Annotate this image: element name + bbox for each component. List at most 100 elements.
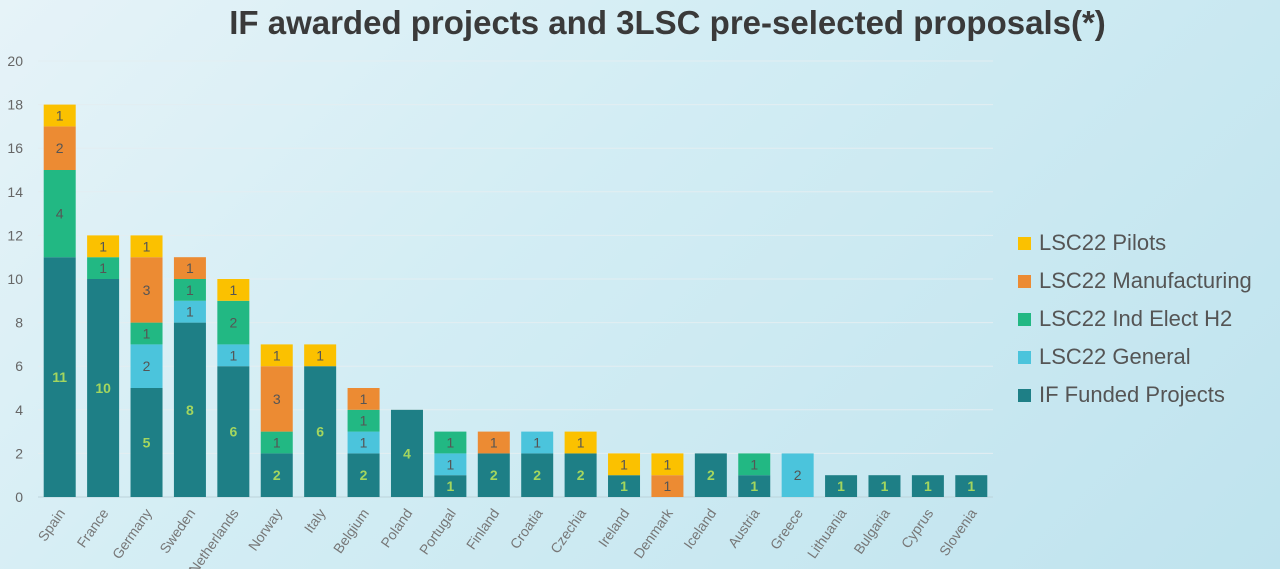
data-label: 1	[446, 478, 454, 494]
data-label: 1	[56, 108, 64, 124]
legend-label: LSC22 Manufacturing	[1039, 268, 1252, 293]
bar-segment	[347, 388, 380, 410]
bar-segment	[130, 322, 163, 345]
data-label: 2	[229, 315, 237, 331]
data-label: 1	[533, 435, 541, 451]
bar-segment	[260, 431, 293, 454]
x-tick-label: Slovenia	[936, 505, 980, 558]
data-label: 10	[95, 380, 111, 396]
bar-segment	[173, 322, 206, 497]
data-label: 1	[967, 478, 975, 494]
x-tick-label: Croatia	[507, 505, 546, 551]
bar-segment	[564, 453, 597, 497]
x-tick-label: Denmark	[630, 505, 676, 562]
data-label: 1	[837, 478, 845, 494]
bar-segment	[955, 475, 988, 497]
data-label: 1	[620, 456, 628, 472]
bar-segment	[130, 388, 163, 497]
bar-segment	[651, 453, 684, 476]
data-label: 2	[56, 140, 64, 156]
data-label: 1	[446, 435, 454, 451]
bar-segment	[608, 475, 641, 497]
data-label: 1	[924, 478, 932, 494]
data-label: 4	[403, 445, 411, 461]
x-tick-label: Bulgaria	[850, 505, 893, 556]
y-tick-label: 0	[15, 489, 23, 505]
data-label: 1	[99, 260, 107, 276]
data-label: 2	[490, 467, 498, 483]
bar-segment	[130, 257, 163, 323]
data-label: 2	[794, 467, 802, 483]
bars: 1142110115213181116121213161211141112121…	[43, 104, 988, 497]
data-label: 3	[143, 282, 151, 298]
data-label: 6	[229, 424, 237, 440]
bar-segment	[87, 235, 120, 258]
bar-segment	[911, 475, 944, 497]
data-label: 6	[316, 424, 324, 440]
data-label: 2	[273, 467, 281, 483]
bar-segment	[130, 235, 163, 258]
y-tick-label: 8	[15, 315, 23, 331]
data-label: 2	[143, 358, 151, 374]
x-tick-label: Cyprus	[898, 506, 937, 552]
x-tick-label: France	[73, 505, 111, 550]
data-label: 1	[664, 456, 672, 472]
bar-segment	[477, 453, 510, 497]
x-tick-label: Lithuania	[804, 505, 850, 561]
data-label: 1	[316, 347, 324, 363]
legend-item: LSC22 General	[1018, 338, 1252, 376]
data-label: 1	[186, 260, 194, 276]
bar-segment	[738, 453, 771, 476]
chart-title: IF awarded projects and 3LSC pre-selecte…	[229, 4, 1106, 41]
x-tick-label: Norway	[245, 506, 285, 554]
x-tick-label: Finland	[463, 506, 502, 553]
data-label: 1	[664, 478, 672, 494]
bar-segment	[434, 475, 467, 497]
legend-item: IF Funded Projects	[1018, 376, 1252, 414]
bar-segment	[43, 104, 76, 127]
bar-segment	[564, 431, 597, 454]
data-label: 1	[620, 478, 628, 494]
data-label: 4	[56, 206, 64, 222]
bar-segment	[434, 431, 467, 454]
bar-segment	[868, 475, 901, 497]
x-tick-label: Greece	[767, 505, 807, 552]
legend-label: IF Funded Projects	[1039, 382, 1225, 407]
legend-swatch	[1018, 388, 1031, 402]
bar-segment	[217, 300, 250, 345]
bar-segment	[217, 279, 250, 301]
data-label: 2	[360, 467, 368, 483]
data-label: 3	[273, 391, 281, 407]
y-tick-label: 20	[7, 53, 23, 69]
bar-segment	[825, 475, 858, 497]
data-label: 1	[99, 238, 107, 254]
legend-item: LSC22 Ind Elect H2	[1018, 300, 1252, 338]
bar-segment	[217, 366, 250, 497]
bar-segment	[781, 453, 814, 497]
bar-segment	[260, 453, 293, 497]
data-label: 5	[143, 435, 151, 451]
data-label: 1	[446, 456, 454, 472]
data-label: 1	[229, 282, 237, 298]
legend-swatch	[1018, 350, 1031, 364]
x-tick-label: Germany	[109, 506, 155, 562]
x-tick-label: Italy	[301, 506, 329, 536]
data-label: 1	[143, 238, 151, 254]
bar-segment	[477, 431, 510, 454]
x-tick-label: Spain	[35, 506, 69, 545]
legend-swatch	[1018, 274, 1031, 288]
bar-segment	[260, 344, 293, 367]
bar-segment	[738, 475, 771, 497]
data-label: 2	[577, 467, 585, 483]
data-label: 1	[750, 478, 758, 494]
y-tick-label: 18	[7, 97, 23, 113]
bar-segment	[260, 366, 293, 432]
y-tick-label: 4	[15, 402, 23, 418]
bar-segment	[304, 344, 337, 367]
bar-segment	[173, 279, 206, 301]
bar-segment	[43, 257, 76, 497]
y-tick-label: 6	[15, 358, 23, 374]
bar-segment	[304, 366, 337, 497]
bar-segment	[217, 344, 250, 367]
bar-segment	[43, 126, 76, 170]
